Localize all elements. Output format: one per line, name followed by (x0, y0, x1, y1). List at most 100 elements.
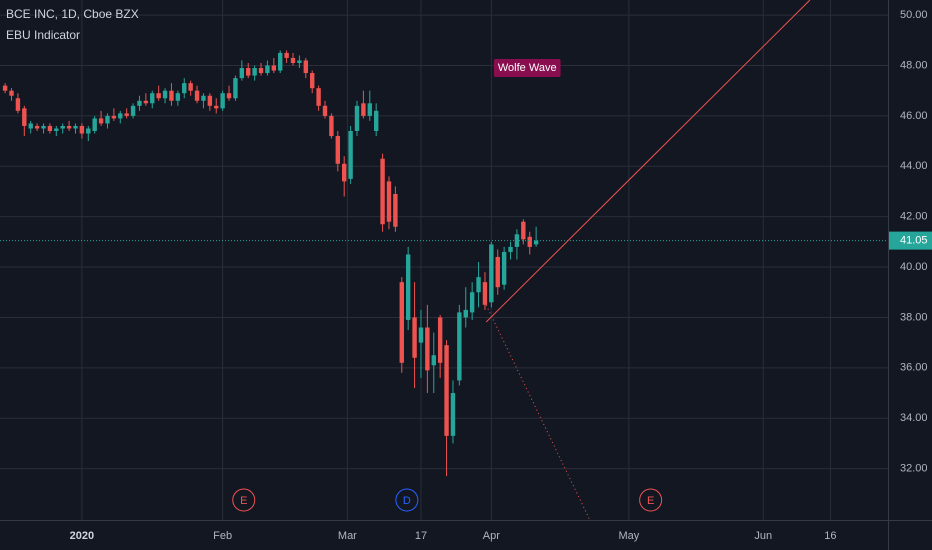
x-tick-label: Feb (213, 530, 232, 542)
event-label: D (403, 495, 411, 507)
x-tick-label: Apr (483, 530, 500, 542)
candle-body (431, 355, 436, 366)
candle-body (175, 93, 181, 101)
candle-body (393, 193, 398, 227)
candle-body (130, 105, 136, 116)
event-marker (639, 488, 663, 512)
indicator-name: EBU Indicator (6, 28, 80, 42)
candle-body (22, 108, 27, 126)
candle-body (457, 312, 462, 381)
last-price-box (889, 231, 932, 250)
candle-body (316, 88, 321, 106)
x-tick-label: 17 (415, 530, 427, 542)
candle-body (373, 110, 379, 132)
x-tick-label: 16 (824, 530, 836, 542)
candle-body (156, 93, 161, 99)
plot-area: Wolfe Wave E D E (0, 0, 888, 520)
candle-body (495, 256, 500, 288)
candle-body (521, 221, 526, 240)
y-tick-label: 48.00 (900, 59, 928, 71)
event-label: E (240, 495, 247, 507)
candle-body (220, 93, 225, 109)
candle-body (143, 100, 149, 104)
event-marker (395, 488, 419, 512)
x-tick-label: Mar (338, 530, 357, 542)
candle-body (284, 52, 289, 58)
candle-body (169, 90, 174, 101)
candle-body (124, 113, 129, 116)
candle-body (86, 128, 91, 134)
candle-body (482, 282, 488, 305)
candle-body (297, 60, 302, 63)
y-tick-label: 36.00 (900, 362, 928, 374)
y-tick-label: 46.00 (900, 110, 928, 122)
y-tick-label: 32.00 (900, 463, 928, 475)
candle-body (322, 105, 328, 116)
wave-line (485, 0, 811, 323)
y-tick-label: 50.00 (900, 9, 928, 21)
x-tick-label: 2020 (70, 530, 94, 542)
candle-body (34, 125, 40, 129)
y-tick-label: 38.00 (900, 311, 928, 323)
candle-body (201, 95, 206, 101)
candle-body (425, 327, 430, 371)
candle-body (527, 236, 532, 247)
candle-body (60, 125, 65, 129)
candle-body (405, 254, 411, 320)
candle-body (79, 125, 85, 134)
candle-body (194, 90, 200, 101)
candle-body (476, 277, 481, 293)
axes: 32.00 34.00 36.00 38.00 40.00 42.00 44.00 46.00… (70, 9, 932, 542)
candle-body (15, 98, 21, 111)
candle-body (214, 105, 219, 109)
candle-body (182, 83, 187, 94)
candle-body (463, 309, 468, 318)
candle-body (111, 115, 117, 119)
candle-body (271, 65, 277, 71)
candle-body (54, 128, 59, 132)
candle-body (278, 52, 283, 71)
x-tick-label: Jun (754, 530, 772, 542)
candle-body (508, 246, 513, 252)
chart-title: BCE INC, 1D, Cboe BZX (6, 7, 139, 21)
candle-body (252, 68, 257, 76)
candle-body (469, 292, 475, 313)
candle-body (310, 73, 315, 89)
candle-body (533, 240, 539, 245)
candle-body (367, 103, 372, 116)
candle-body (329, 115, 334, 137)
candle-body (162, 90, 168, 99)
event-marker (232, 488, 256, 512)
y-tick-label: 42.00 (900, 211, 928, 223)
candle-body (47, 125, 53, 132)
annotation: Wolfe Wave (498, 62, 557, 74)
event-label: E (647, 495, 654, 507)
candle-body (412, 317, 417, 358)
candle-body (501, 251, 507, 285)
candle-body (28, 123, 33, 129)
candle-body (226, 93, 232, 99)
candle-body (2, 85, 8, 91)
candle-body (348, 131, 353, 179)
candle-body (361, 103, 366, 116)
candle-body (265, 65, 270, 74)
candle-body (246, 68, 251, 76)
candle-body (489, 244, 494, 303)
candle-body (105, 115, 110, 124)
candle-body (92, 118, 97, 132)
y-tick-label: 34.00 (900, 412, 928, 424)
candle-body (118, 113, 123, 119)
candle-body (41, 125, 46, 129)
candle-body (9, 90, 14, 96)
candle-body (386, 181, 392, 222)
y-tick-label: 44.00 (900, 160, 928, 172)
candle-body (450, 393, 456, 436)
candle-body (150, 93, 155, 104)
candle-body (73, 125, 78, 129)
candle-body (207, 95, 213, 106)
candle-body (341, 163, 347, 182)
candle-body (239, 68, 245, 79)
candle-body (418, 327, 424, 343)
